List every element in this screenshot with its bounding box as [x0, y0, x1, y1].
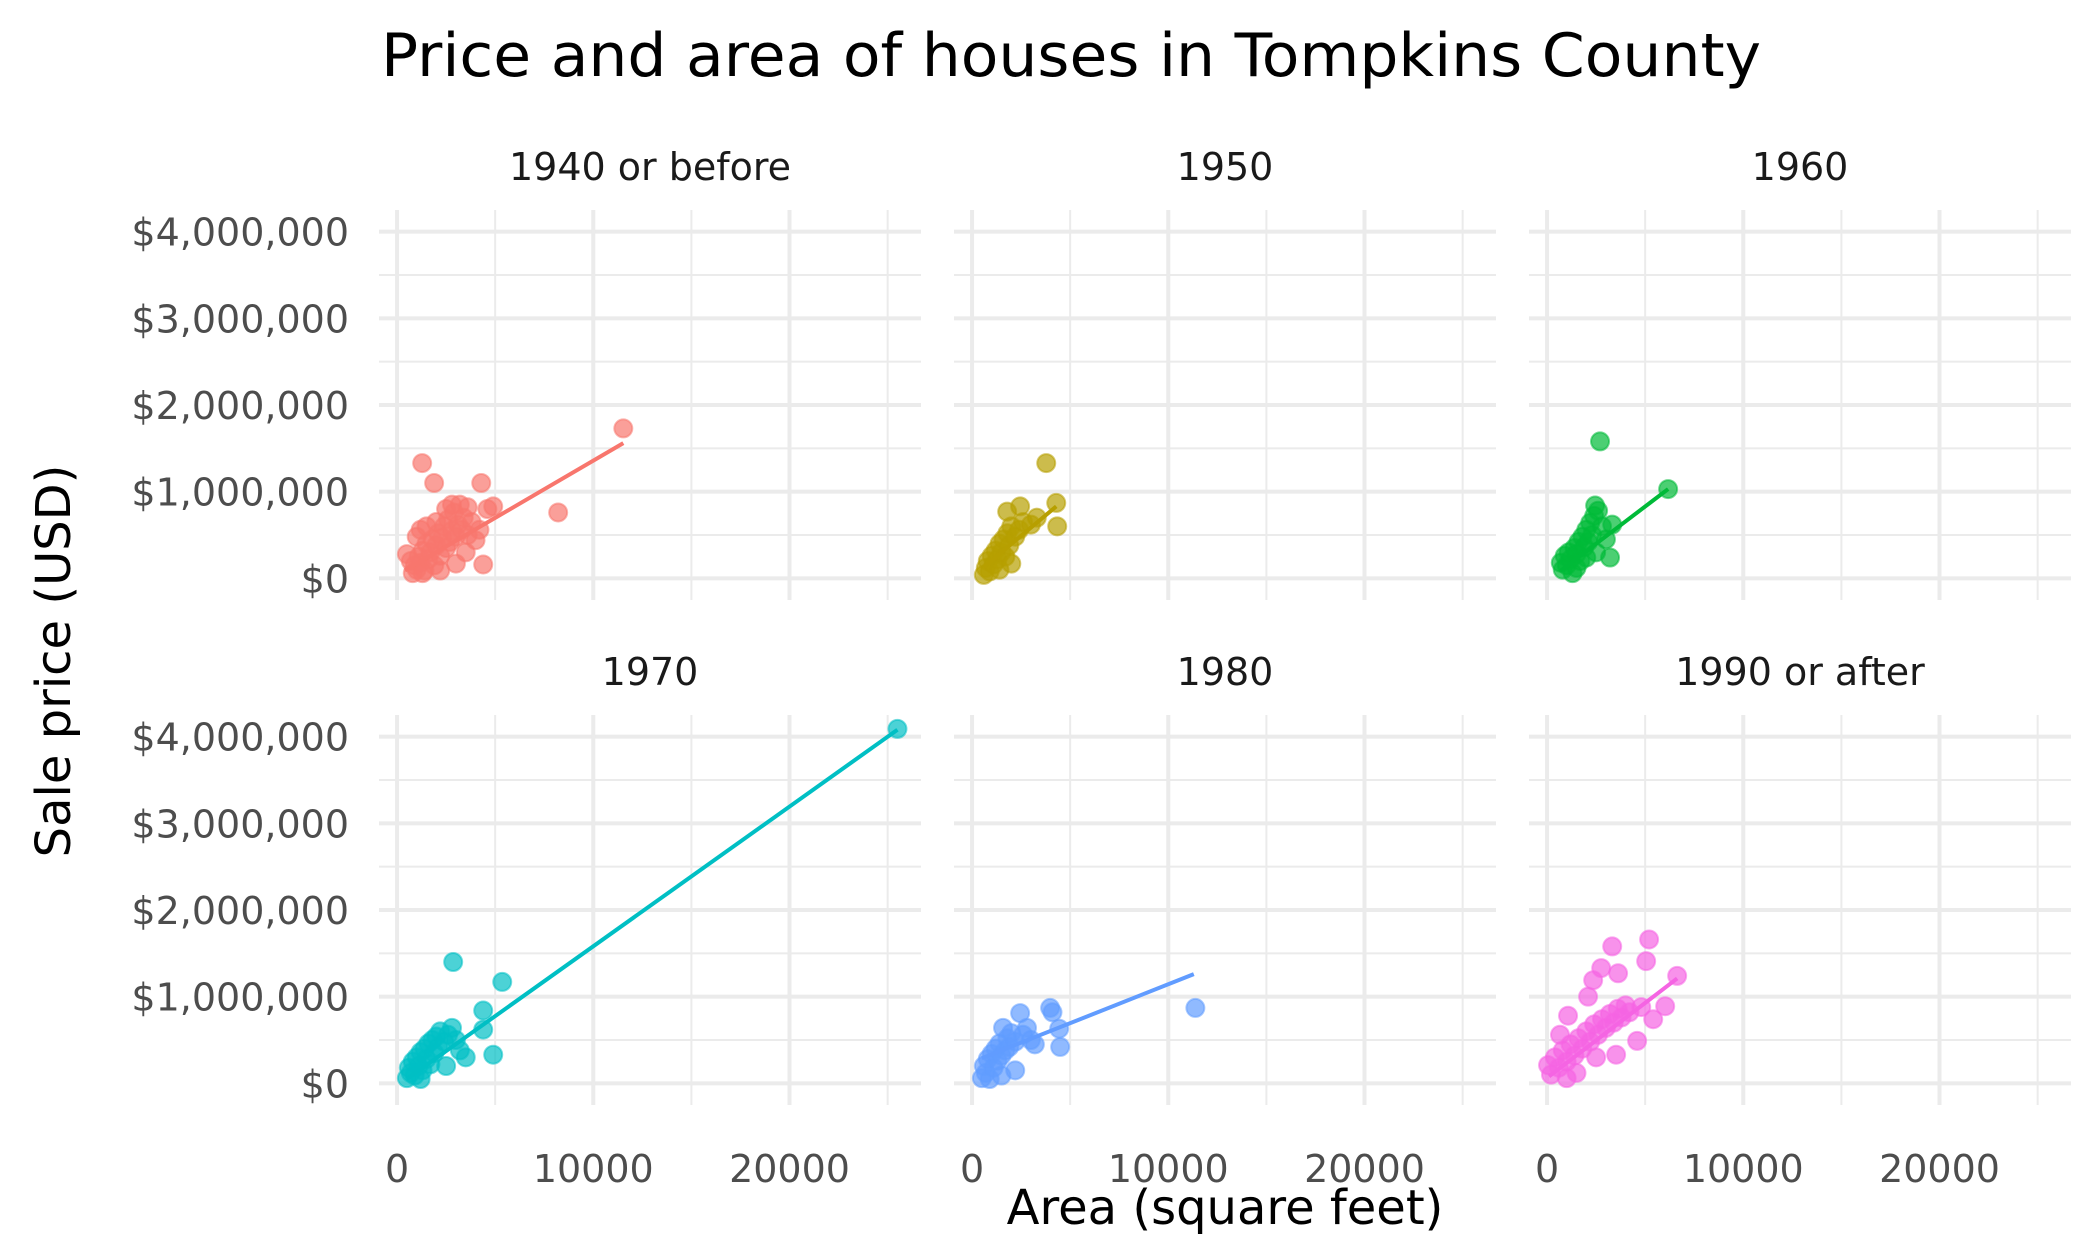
data-point: [483, 1044, 504, 1065]
data-point: [477, 499, 498, 519]
data-point: [1586, 1047, 1607, 1068]
data-point: [457, 497, 478, 518]
facet-strip-label: 1970: [602, 650, 699, 694]
data-point: [443, 952, 464, 972]
data-point: [412, 563, 433, 584]
facet-panel-4: 1970 $0 $1,000,000 $2,000,000 $3,000,000 $4,0…: [131, 650, 921, 1191]
x-tick-label: 20000: [1879, 1147, 2000, 1191]
x-axis-title: Area (square feet): [1007, 1180, 1444, 1236]
facet-strip-label: 1980: [1177, 650, 1274, 694]
facet-panel-5: 1980 0 10000 20000: [954, 650, 1496, 1191]
data-point: [412, 453, 433, 474]
fit-line: [1559, 487, 1670, 573]
facet-panels: 1940 or before $0 $1,000,000 $2,000,000 $3,0…: [131, 145, 2071, 1191]
y-tick-label: $0: [301, 1062, 349, 1106]
data-point: [1608, 963, 1629, 984]
y-tick-label: $1,000,000: [131, 471, 349, 515]
data-point: [1606, 1044, 1627, 1065]
data-point: [436, 1056, 457, 1076]
data-point: [1591, 958, 1612, 979]
data-point: [1046, 492, 1067, 513]
data-point: [426, 512, 447, 532]
x-tick-label: 0: [385, 1147, 409, 1191]
data-point: [424, 473, 445, 493]
data-point: [1010, 496, 1031, 517]
y-tick-label: $1,000,000: [131, 976, 349, 1020]
y-tick-label: $3,000,000: [131, 297, 349, 341]
y-tick-label: $2,000,000: [131, 889, 349, 933]
data-point: [1590, 431, 1611, 452]
x-tick-label: 20000: [729, 1147, 850, 1191]
data-point: [613, 418, 634, 439]
facet-strip-label: 1990 or after: [1675, 650, 1925, 694]
fit-line: [1547, 976, 1679, 1078]
x-tick-label: 10000: [533, 1147, 654, 1191]
data-point: [1655, 996, 1676, 1017]
data-point: [1643, 1009, 1664, 1030]
data-point: [1558, 1005, 1579, 1026]
data-point: [473, 1000, 494, 1021]
y-tick-label: $4,000,000: [131, 716, 349, 760]
data-point: [473, 554, 494, 575]
data-point: [455, 542, 476, 563]
data-point: [1602, 936, 1623, 957]
y-tick-label: $3,000,000: [131, 802, 349, 846]
y-tick-label: $0: [301, 557, 349, 601]
data-point: [1036, 453, 1057, 474]
fit-line: [982, 504, 1058, 569]
y-tick-label: $2,000,000: [131, 384, 349, 428]
data-point: [1639, 929, 1660, 950]
fit-line: [405, 728, 899, 1081]
y-axis-title: Sale price (USD): [26, 465, 82, 858]
facet-strip-label: 1950: [1177, 145, 1274, 189]
data-point: [471, 473, 492, 493]
data-point: [548, 502, 569, 523]
fit-line: [403, 441, 625, 573]
data-point: [1001, 553, 1022, 574]
data-point: [1566, 1062, 1587, 1083]
x-tick-label: 10000: [1108, 1147, 1229, 1191]
data-point: [492, 971, 513, 992]
data-point: [1185, 997, 1206, 1018]
data-point: [1627, 1030, 1648, 1051]
x-tick-label: 20000: [1304, 1147, 1425, 1191]
y-tick-label: $4,000,000: [131, 211, 349, 255]
facet-panel-6: 1990 or after 0 10000 20000: [1529, 650, 2071, 1191]
fit-line: [981, 972, 1195, 1061]
data-point: [455, 1047, 476, 1068]
x-tick-label: 0: [1535, 1147, 1559, 1191]
data-point: [1636, 951, 1657, 972]
data-point: [1578, 986, 1599, 1007]
facet-strip-label: 1960: [1752, 145, 1849, 189]
data-point: [1042, 1002, 1063, 1023]
facet-panel-2: 1950: [954, 145, 1496, 600]
facet-panel-3: 1960: [1529, 145, 2071, 600]
data-point: [1047, 516, 1068, 537]
data-point: [1005, 1060, 1026, 1081]
chart-title: Price and area of houses in Tompkins Cou…: [381, 21, 1761, 91]
x-tick-label: 10000: [1683, 1147, 1804, 1191]
data-point: [1050, 1036, 1071, 1057]
facet-panel-1: 1940 or before $0 $1,000,000 $2,000,000 $3,0…: [131, 145, 921, 601]
facet-strip-label: 1940 or before: [509, 145, 791, 189]
x-tick-label: 0: [960, 1147, 984, 1191]
